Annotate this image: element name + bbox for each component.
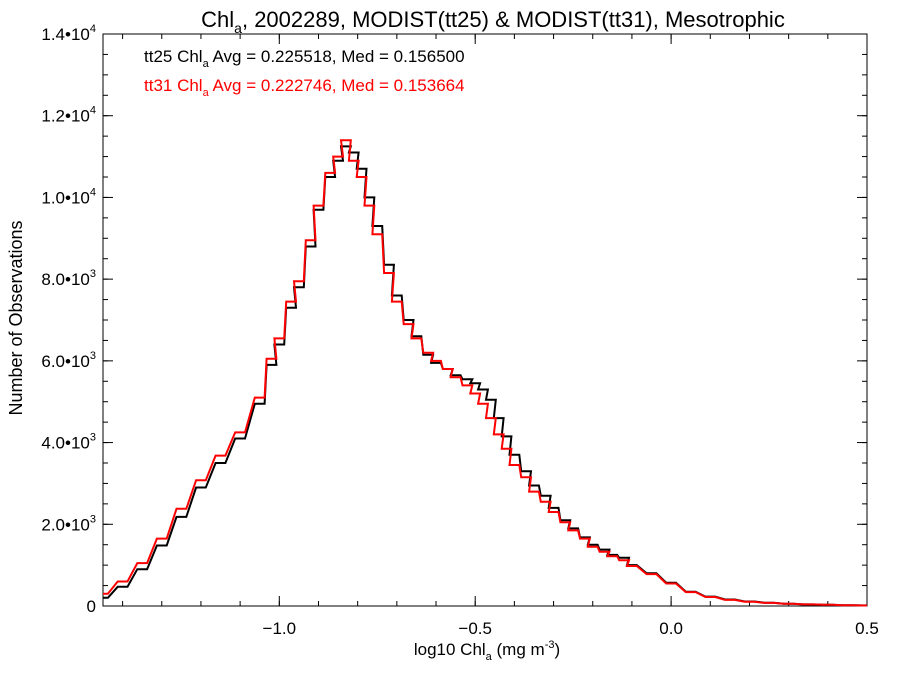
x-axis-label-sup: -3: [545, 639, 555, 651]
plot-area: [102, 33, 868, 607]
x-tick-label: 0.0: [659, 619, 683, 638]
chart-title: Chla, 2002289, MODIST(tt25) & MODIST(tt3…: [201, 7, 785, 36]
legend-entry-tt25: tt25 Chla Avg = 0.225518, Med = 0.156500: [144, 47, 465, 70]
legend-entry-tt25-sub: a: [203, 58, 210, 70]
legend-entry-tt31-post: Avg = 0.222746, Med = 0.153664: [209, 76, 465, 95]
x-axis-label: log10 Chla (mg m-3): [414, 639, 560, 663]
y-tick-label: 1.2•104: [41, 105, 96, 126]
y-tick-label: 6.0•103: [41, 350, 96, 371]
x-axis-label-end: ): [554, 640, 560, 659]
y-tick-label: 4.0•103: [41, 432, 96, 453]
series-tt25-line: [103, 145, 867, 607]
x-axis-label-pre: log10 Chl: [414, 640, 486, 659]
series-tt31-line: [103, 139, 867, 607]
chart-title-sub: a: [234, 20, 242, 36]
x-tick-label: −1.0: [263, 619, 297, 638]
chart-title-post: , 2002289, MODIST(tt25) & MODIST(tt31), …: [242, 7, 785, 32]
legend: tt25 Chla Avg = 0.225518, Med = 0.156500…: [144, 47, 465, 99]
axis-ticks: −1.0 −0.5 0.0 0.5 0 2.0•103 4.0•103 6.0•103 8.0•…: [41, 23, 878, 638]
legend-entry-tt31: tt31 Chla Avg = 0.222746, Med = 0.153664: [144, 76, 465, 99]
legend-entry-tt31-pre: tt31 Chl: [144, 76, 203, 95]
y-tick-label: 8.0•103: [41, 268, 96, 289]
x-tick-label: −0.5: [458, 619, 492, 638]
legend-entry-tt25-post: Avg = 0.225518, Med = 0.156500: [209, 47, 465, 66]
chart-title-pre: Chl: [201, 7, 234, 32]
y-tick-label: 2.0•103: [41, 513, 96, 534]
x-axis-label-sub: a: [486, 651, 493, 663]
y-axis-label: Number of Observations: [6, 220, 26, 415]
legend-entry-tt31-sub: a: [203, 87, 210, 99]
y-tick-label: 0: [87, 597, 96, 616]
legend-entry-tt25-pre: tt25 Chl: [144, 47, 203, 66]
plot-frame: [102, 33, 868, 607]
y-tick-label: 1.4•104: [41, 23, 96, 44]
series-layer: [103, 139, 867, 607]
x-tick-label: 0.5: [855, 619, 879, 638]
y-tick-label: 1.0•104: [41, 186, 96, 207]
x-axis-label-post: (mg m: [492, 640, 545, 659]
